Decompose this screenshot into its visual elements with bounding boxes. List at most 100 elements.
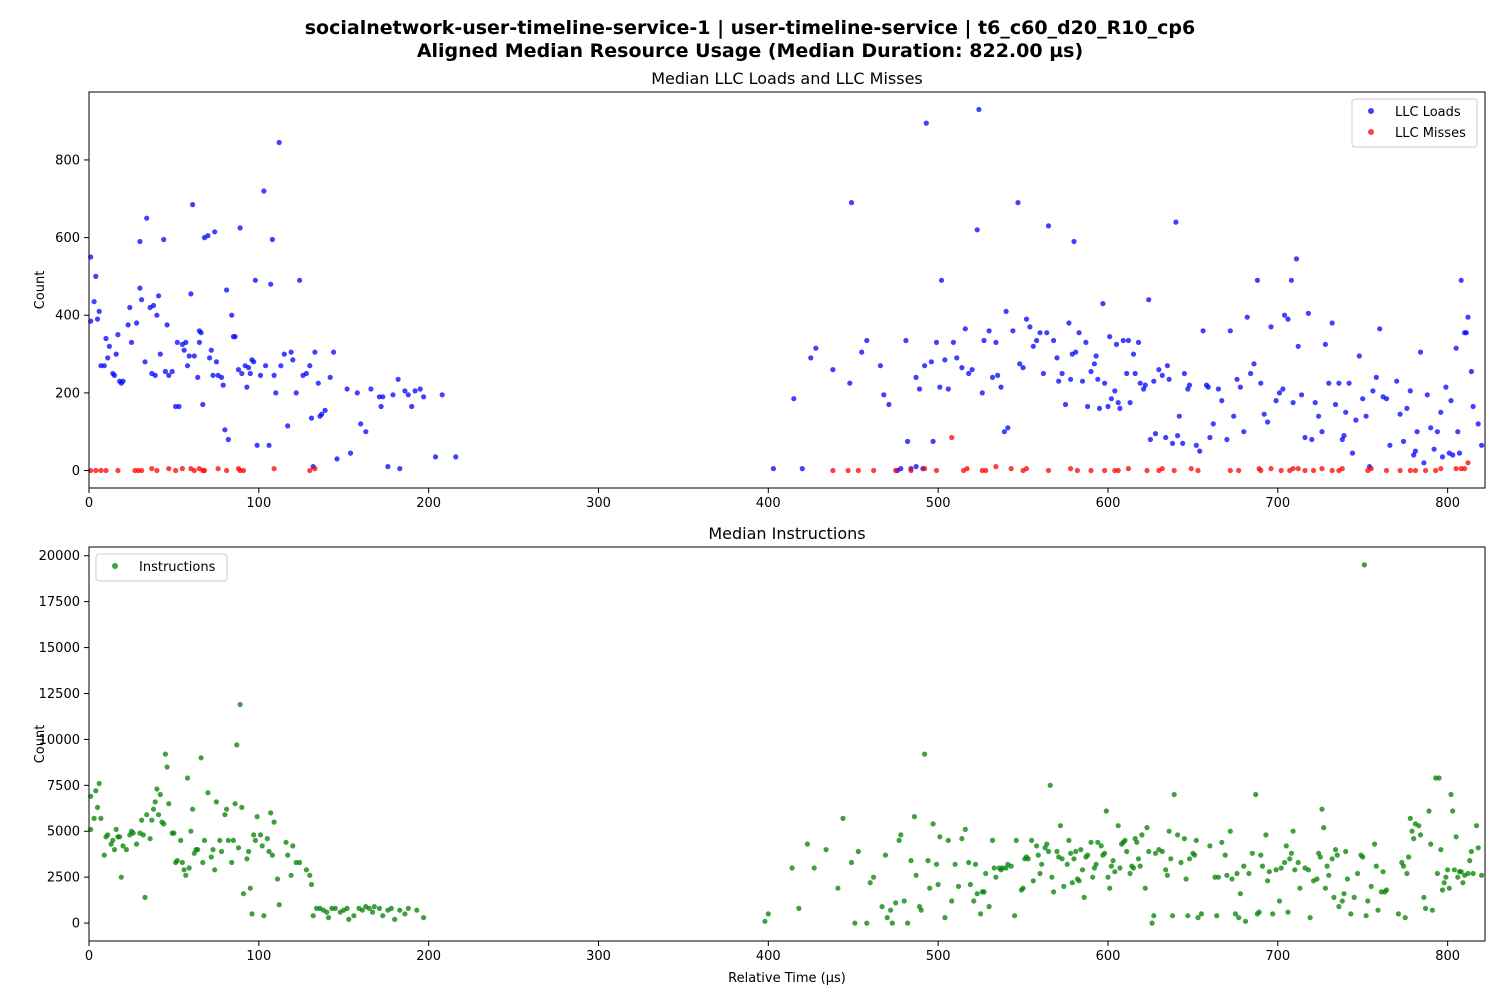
data-point [1166,828,1172,834]
data-point [1329,467,1335,474]
data-point [1195,915,1201,921]
data-point [1460,880,1466,886]
x-tick-label: 0 [85,949,93,964]
data-point [198,330,204,336]
x-tick-label: 600 [1096,949,1121,964]
data-point [937,384,943,390]
data-point [847,380,853,386]
data-point [835,885,841,891]
x-tick-label: 200 [416,496,441,511]
data-point [205,233,211,239]
data-point [1407,388,1413,394]
data-point [263,363,269,369]
data-point [1090,874,1096,880]
data-point [993,874,999,880]
plot-frame [88,546,1486,942]
data-point [1044,841,1050,847]
data-point [224,806,230,812]
data-point [368,386,374,392]
data-point [1434,870,1440,877]
data-point [1468,848,1474,855]
data-point [285,423,291,429]
data-point [1020,365,1026,371]
data-point [1448,791,1454,798]
legend-label-llc-loads: LLC Loads [1395,105,1461,120]
data-point [1146,848,1152,855]
y-tick-label: 5000 [47,825,80,840]
x-tick-label: 200 [416,949,441,964]
data-point [962,826,968,833]
data-point [134,320,140,326]
data-point [412,388,418,394]
x-tick-label: 800 [1435,496,1460,511]
data-point [229,312,235,318]
data-point [232,334,238,340]
data-point [1428,425,1434,431]
data-point [213,359,219,365]
data-point [147,836,153,842]
data-point [162,368,168,375]
data-point [1088,467,1094,474]
data-point [117,834,123,840]
data-point [235,367,242,373]
data-point [922,466,928,472]
data-point [1215,386,1221,392]
data-point [1407,467,1413,474]
data-point [183,339,189,345]
data-point [983,870,989,877]
data-point [111,847,118,853]
data-point [110,837,116,844]
data-point [1193,442,1199,448]
data-point [312,349,318,355]
data-point [811,865,817,871]
data-point [252,277,258,283]
data-point [1096,405,1103,411]
data-point [359,907,365,913]
data-point [1200,328,1206,334]
data-point [271,372,277,378]
data-point [1069,880,1075,886]
legend-box [1351,98,1478,148]
data-point [1438,847,1444,853]
data-point [1159,372,1165,378]
data-point [1242,918,1249,924]
data-point [1479,442,1485,448]
data-point [269,236,275,243]
data-point [195,374,201,380]
data-point [830,367,836,373]
data-point [1037,330,1043,336]
subplot-title: Median LLC Loads and LLC Misses [651,69,923,88]
data-point [1107,334,1113,340]
data-point [1125,337,1131,344]
data-point [1295,466,1301,472]
legend-marker-instructions [112,563,118,569]
data-point [1034,843,1040,849]
figure-title-line2: Aligned Median Resource Usage (Median Du… [416,40,1084,62]
data-point [770,466,777,472]
data-point [1244,314,1250,320]
data-point [1446,885,1452,891]
data-point [1285,316,1291,322]
data-point [1348,911,1354,917]
data-point [1164,363,1170,369]
data-point [1183,876,1189,882]
data-point [1115,823,1121,829]
data-point [923,120,929,126]
data-point [152,799,158,805]
data-point [1231,413,1237,419]
data-point [1045,848,1052,855]
data-point [1290,466,1296,472]
data-point [1290,828,1296,834]
data-point [1169,913,1176,919]
data-point [1193,837,1199,844]
data-point [888,907,894,913]
x-tick-label: 500 [926,949,951,964]
data-point [154,467,160,474]
x-tick-label: 600 [1096,496,1121,511]
data-point [246,365,252,371]
legend: LLC Loads LLC Misses [1351,98,1478,148]
data-point [395,376,401,382]
data-point [432,454,439,460]
data-point [347,450,354,456]
data-point [1093,861,1099,867]
